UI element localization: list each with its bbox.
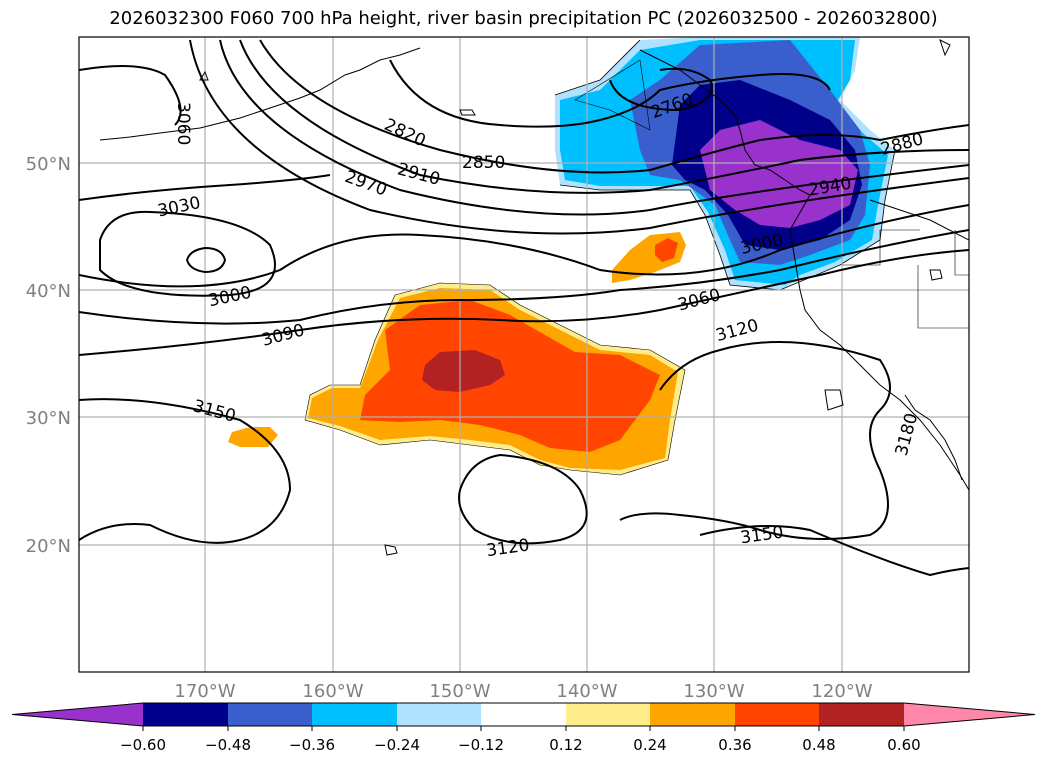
contour-label: 2850: [462, 153, 505, 173]
colorbar: −0.60 −0.48 −0.36 −0.24 −0.12 0.12 0.24 …: [11, 702, 1036, 754]
colorbar-segment: [566, 703, 650, 726]
map-frame: [78, 36, 970, 673]
colorbar-tick-label: 0.48: [802, 736, 835, 754]
map-title: 2026032300 F060 700 hPa height, river ba…: [109, 8, 938, 29]
lon-label: 140°W: [556, 681, 617, 702]
colorbar-segment: [397, 703, 481, 726]
colorbar-segment: [904, 703, 1035, 726]
colorbar-segment: [650, 703, 735, 726]
contour-label: 3180: [892, 411, 923, 458]
contour-label: 2910: [395, 159, 442, 190]
contour-label: 2970: [342, 167, 389, 201]
longitude-labels: 170°W 160°W 150°W 140°W 130°W 120°W: [174, 681, 872, 702]
contour-label: 3090: [260, 320, 307, 351]
positive-precip-region: [228, 232, 686, 476]
height-contours: [79, 39, 969, 577]
colorbar-tick-marks: [142, 726, 905, 731]
colorbar-tick-label: −0.36: [289, 736, 335, 754]
contour-label: 3030: [156, 193, 202, 222]
contour-label: 2880: [879, 129, 926, 160]
colorbar-tick-label: −0.24: [374, 736, 420, 754]
colorbar-tick-label: 0.60: [887, 736, 920, 754]
contour-label: 3060: [173, 102, 193, 145]
colorbar-tick-label: 0.24: [633, 736, 666, 754]
contour-label: 2820: [381, 115, 429, 151]
lat-label: 50°N: [26, 154, 71, 175]
colorbar-tick-labels: −0.60 −0.48 −0.36 −0.24 −0.12 0.12 0.24 …: [120, 736, 921, 754]
contour-label: 3000: [207, 283, 253, 312]
lon-label: 160°W: [302, 681, 363, 702]
colorbar-segment: [143, 703, 228, 726]
colorbar-segment: [481, 703, 566, 726]
lat-label: 40°N: [26, 281, 71, 302]
colorbar-tick-label: −0.12: [458, 736, 504, 754]
colorbar-segment: [312, 703, 397, 726]
contour-label: 3120: [485, 535, 531, 561]
map-area: 3060 2820 2760 2850 2910 2970 3030 2880 …: [79, 37, 969, 672]
lon-label: 170°W: [174, 681, 235, 702]
colorbar-segment: [735, 703, 819, 726]
lat-label: 30°N: [26, 408, 71, 429]
latitude-labels: 50°N 40°N 30°N 20°N: [26, 154, 71, 557]
colorbar-segment: [819, 703, 904, 726]
colorbar-tick-label: −0.48: [205, 736, 251, 754]
colorbar-tick-label: 0.12: [549, 736, 582, 754]
colorbar-segment: [12, 703, 143, 726]
colorbar-tick-label: 0.36: [718, 736, 751, 754]
colorbar-segment: [228, 703, 312, 726]
contour-label: 3150: [191, 396, 238, 427]
lon-label: 130°W: [683, 681, 744, 702]
lon-label: 150°W: [429, 681, 490, 702]
contour-label: 3120: [714, 316, 761, 347]
colorbar-tick-label: −0.60: [120, 736, 166, 754]
lat-label: 20°N: [26, 536, 71, 557]
gridlines: [79, 37, 969, 672]
lon-label: 120°W: [811, 681, 872, 702]
